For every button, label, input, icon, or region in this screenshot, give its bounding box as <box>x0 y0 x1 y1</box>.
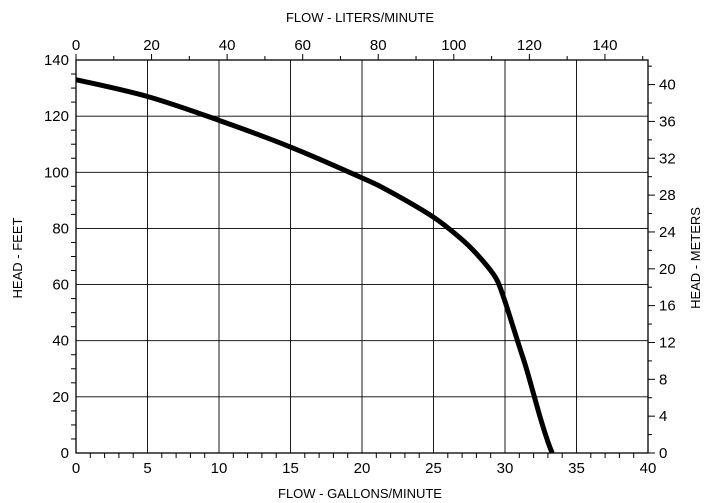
y2-tick-label: 24 <box>659 224 676 241</box>
minor-ticks <box>71 54 655 458</box>
y2-tick-label: 12 <box>659 334 676 351</box>
y-tick-label: 60 <box>52 277 69 294</box>
x2-tick-label: 60 <box>294 37 311 54</box>
y-tick-label: 100 <box>44 164 69 181</box>
x2-tick-label: 20 <box>143 37 160 54</box>
x2-tick-label: 80 <box>370 37 387 54</box>
y2-tick-label: 0 <box>659 445 667 462</box>
x-tick-label: 20 <box>354 460 371 477</box>
y-tick-label: 20 <box>52 389 69 406</box>
y2-tick-label: 32 <box>659 150 676 167</box>
y-tick-label: 140 <box>44 52 69 69</box>
y2-tick-label: 4 <box>659 408 667 425</box>
x-axis-title: FLOW - GALLONS/MINUTE <box>278 486 442 501</box>
grid-lines <box>75 59 649 454</box>
y2-tick-label: 36 <box>659 113 676 130</box>
x-tick-label: 30 <box>497 460 514 477</box>
y2-tick-label: 16 <box>659 298 676 315</box>
x-tick-label: 15 <box>282 460 299 477</box>
x-tick-label: 35 <box>568 460 585 477</box>
x2-tick-label: 140 <box>592 37 617 54</box>
x-tick-label: 40 <box>640 460 657 477</box>
y-axis-title: HEAD - FEET <box>10 217 25 298</box>
y-tick-label: 120 <box>44 108 69 125</box>
series-layer <box>75 77 555 454</box>
y2-tick-label: 20 <box>659 261 676 278</box>
y2-tick-label: 40 <box>659 77 676 94</box>
y2-axis-title: HEAD - METERS <box>688 207 703 309</box>
x-tick-label: 25 <box>425 460 442 477</box>
x2-tick-label: 100 <box>441 37 466 54</box>
x2-tick-label: 120 <box>517 37 542 54</box>
x-tick-label: 5 <box>143 460 151 477</box>
y-tick-label: 80 <box>52 220 69 237</box>
y-tick-label: 40 <box>52 333 69 350</box>
x-tick-label: 0 <box>72 460 80 477</box>
x2-axis-title: FLOW - LITERS/MINUTE <box>286 10 434 25</box>
series-line <box>75 77 555 454</box>
x-tick-label: 10 <box>211 460 228 477</box>
x2-tick-label: 0 <box>72 37 80 54</box>
y-tick-label: 0 <box>61 445 69 462</box>
plot-frame <box>75 59 649 454</box>
y2-tick-label: 28 <box>659 187 676 204</box>
x2-tick-label: 40 <box>219 37 236 54</box>
y2-tick-label: 8 <box>659 371 667 388</box>
